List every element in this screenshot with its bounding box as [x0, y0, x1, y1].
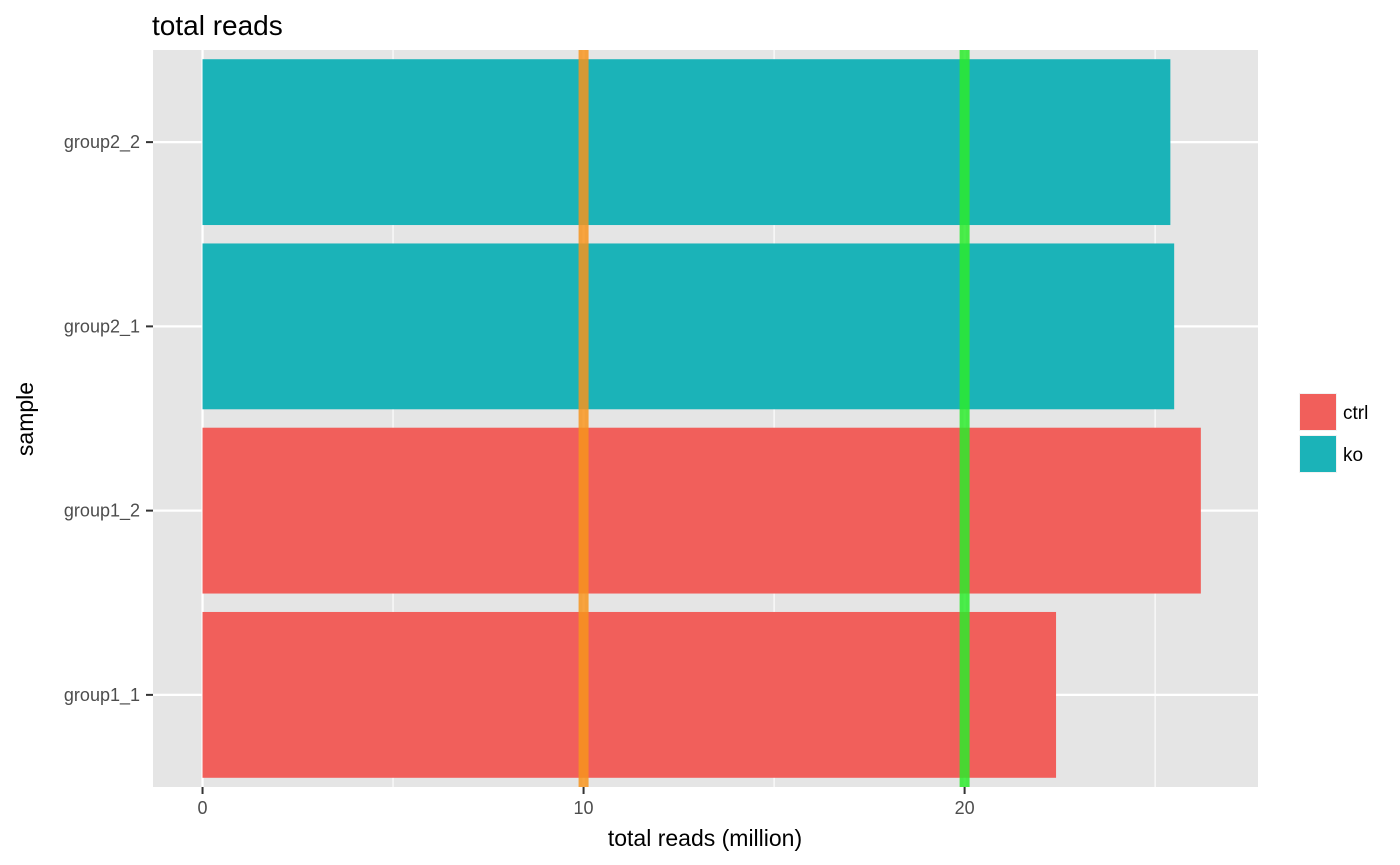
- y-tick-label: group2_1: [64, 316, 140, 337]
- x-axis-title: total reads (million): [608, 825, 802, 851]
- legend-label-ctrl: ctrl: [1343, 403, 1368, 424]
- bars-layer: [202, 59, 1201, 778]
- legend-swatch-ctrl: [1300, 394, 1336, 430]
- chart-title: total reads: [152, 10, 283, 41]
- x-tick-label: 0: [198, 798, 208, 818]
- bar-group1_2: [202, 427, 1201, 594]
- bar-group2_2: [202, 59, 1171, 226]
- y-tick-label: group2_2: [64, 132, 140, 153]
- bar-group2_1: [202, 243, 1175, 410]
- x-axis: 0 10 20: [198, 787, 975, 818]
- y-tick-label: group1_1: [64, 685, 140, 706]
- y-tick-label: group1_2: [64, 501, 140, 522]
- legend-label-ko: ko: [1343, 445, 1363, 466]
- legend: ctrl ko: [1299, 393, 1368, 473]
- y-axis-title: sample: [12, 382, 38, 456]
- legend-swatch-ko: [1300, 436, 1336, 472]
- y-axis: group1_1 group1_2 group2_1 group2_2: [64, 132, 153, 706]
- x-tick-label: 10: [574, 798, 594, 818]
- reference-lines-layer: [578, 50, 970, 787]
- x-tick-label: 20: [955, 798, 975, 818]
- bar-group1_1: [202, 611, 1057, 778]
